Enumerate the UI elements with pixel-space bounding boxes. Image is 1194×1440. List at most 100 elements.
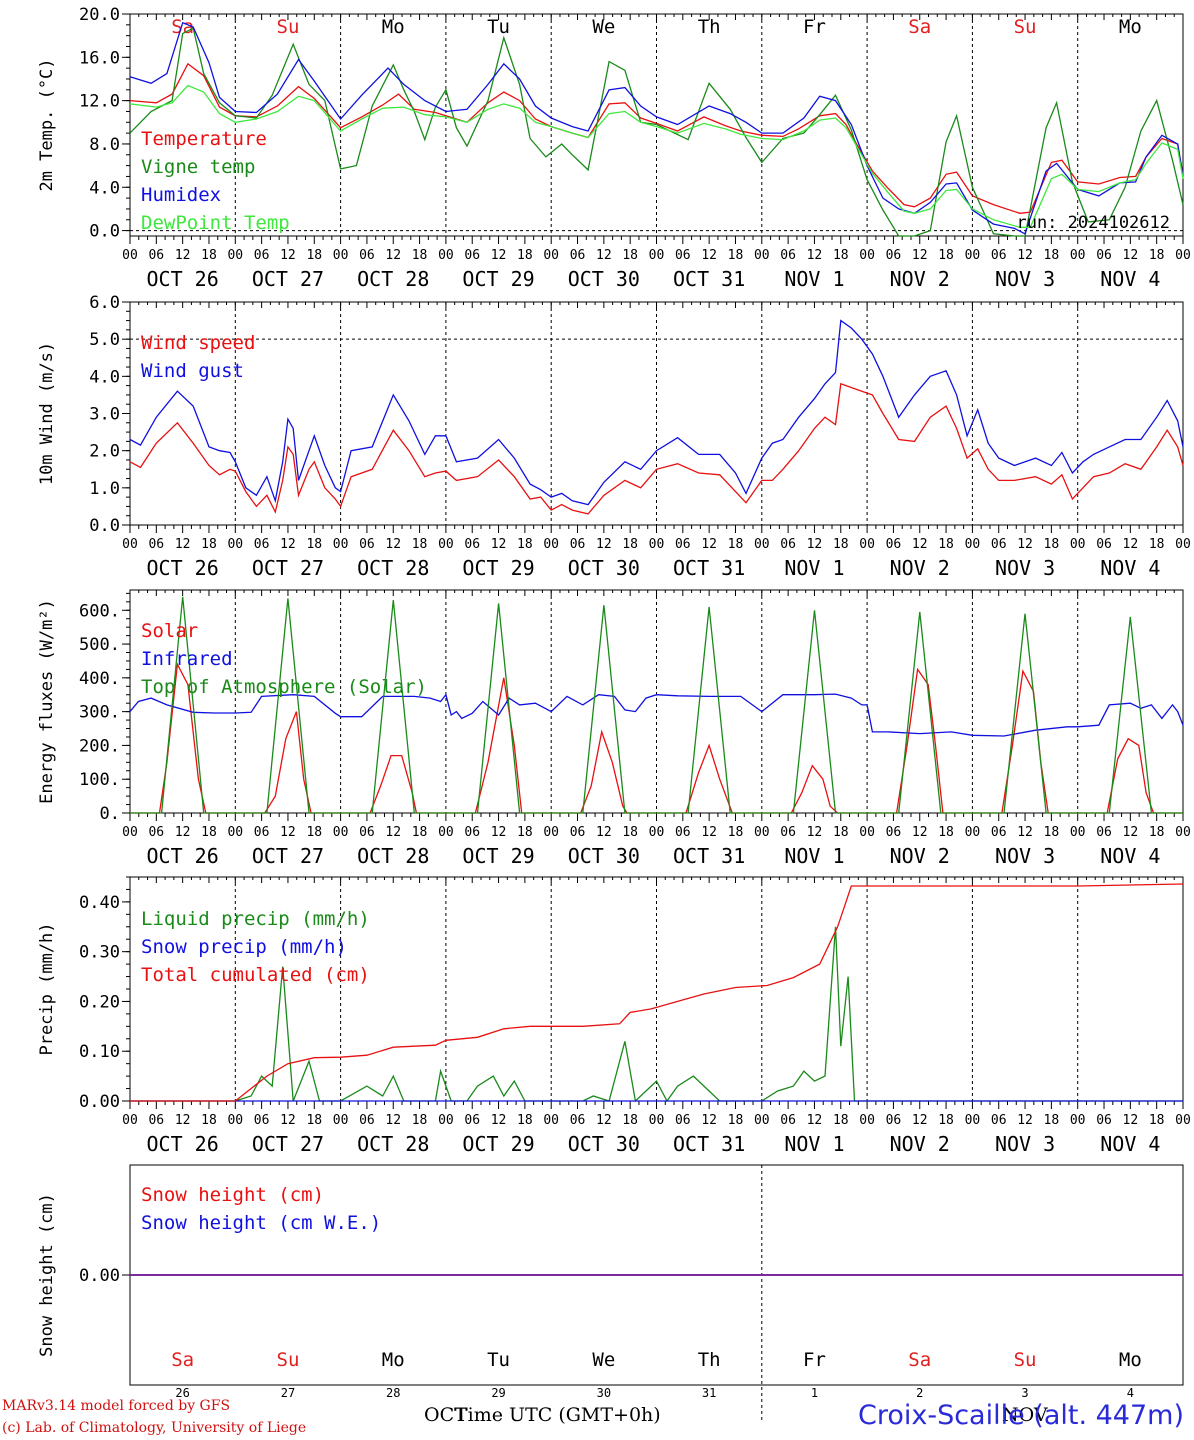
x-hour-label: 18 — [622, 248, 638, 263]
x-hour-label: 12 — [175, 825, 191, 840]
y-axis-label: Energy fluxes (W/m²) — [37, 599, 57, 804]
x-hour-label: 12 — [385, 825, 401, 840]
x-date-label: OCT 30 — [568, 844, 640, 868]
weekday-label: Mo — [1119, 1349, 1142, 1371]
legend-entry: Solar — [141, 620, 198, 642]
x-hour-label: 12 — [1017, 1113, 1033, 1128]
x-date-label: OCT 27 — [252, 267, 324, 291]
series-line-vigne-temp — [129, 27, 1184, 237]
series-line-total-cumulated-cm- — [130, 883, 1184, 1102]
day-number-label: 31 — [702, 1386, 716, 1400]
x-hour-label: 06 — [991, 537, 1007, 552]
x-hour-label: 06 — [464, 537, 480, 552]
x-hour-label: 00 — [438, 1113, 454, 1128]
legend-entry: Temperature — [141, 128, 267, 150]
x-date-label: OCT 27 — [252, 844, 324, 868]
x-date-label: OCT 30 — [568, 556, 640, 580]
y-tick-label: 8.0 — [89, 135, 120, 155]
x-hour-label: 12 — [175, 248, 191, 263]
x-hour-label: 00 — [122, 825, 138, 840]
x-hour-label: 00 — [333, 825, 349, 840]
x-hour-label: 12 — [1017, 248, 1033, 263]
x-hour-label: 06 — [675, 248, 691, 263]
weekday-label: Su — [277, 16, 300, 38]
x-date-label: NOV 2 — [890, 556, 950, 580]
x-hour-label: 00 — [333, 1113, 349, 1128]
y-tick-label: 400. — [79, 669, 120, 689]
x-hour-label: 12 — [1017, 537, 1033, 552]
x-hour-label: 12 — [701, 248, 717, 263]
weekday-label: Sa — [908, 16, 931, 38]
x-date-label: NOV 3 — [995, 267, 1055, 291]
x-hour-label: 06 — [254, 1113, 270, 1128]
x-hour-label: 00 — [1070, 537, 1086, 552]
x-hour-label: 18 — [306, 248, 322, 263]
y-tick-label: 0.00 — [79, 1266, 120, 1286]
x-hour-label: 18 — [728, 537, 744, 552]
x-hour-label: 18 — [833, 248, 849, 263]
x-hour-label: 18 — [306, 537, 322, 552]
x-hour-label: 06 — [359, 537, 375, 552]
x-hour-label: 00 — [227, 825, 243, 840]
y-axis-label: 2m Temp. (°C) — [37, 58, 57, 191]
x-hour-label: 06 — [1096, 1113, 1112, 1128]
x-date-label: OCT 31 — [673, 1132, 745, 1156]
x-hour-label: 00 — [754, 248, 770, 263]
x-hour-label: 00 — [1175, 248, 1191, 263]
x-hour-label: 18 — [201, 537, 217, 552]
x-hour-label: 12 — [175, 537, 191, 552]
x-hour-label: 00 — [1070, 825, 1086, 840]
x-hour-label: 12 — [1123, 825, 1139, 840]
y-tick-label: 0. — [100, 804, 120, 824]
x-hour-label: 00 — [859, 537, 875, 552]
x-hour-label: 18 — [1149, 1113, 1165, 1128]
y-tick-label: 500. — [79, 635, 120, 655]
weekday-label: Su — [277, 1349, 300, 1371]
x-hour-label: 12 — [491, 248, 507, 263]
x-hour-label: 06 — [570, 537, 586, 552]
y-axis-label: Precip (mm/h) — [37, 922, 57, 1055]
weekday-label: Sa — [908, 1349, 931, 1371]
x-hour-label: 12 — [280, 537, 296, 552]
x-hour-label: 06 — [780, 825, 796, 840]
series-line-dewpoint-temp — [129, 84, 1184, 228]
x-hour-label: 00 — [1175, 825, 1191, 840]
day-number-label: 28 — [386, 1386, 400, 1400]
x-hour-label: 18 — [201, 248, 217, 263]
weekday-label: Th — [698, 16, 721, 38]
x-hour-label: 18 — [622, 1113, 638, 1128]
x-date-label: NOV 4 — [1100, 844, 1160, 868]
series-line-humidex — [129, 21, 1184, 235]
x-hour-label: 00 — [965, 537, 981, 552]
weekday-label: Tu — [487, 16, 510, 38]
x-hour-label: 00 — [1175, 537, 1191, 552]
x-date-label: OCT 28 — [357, 1132, 429, 1156]
x-hour-label: 00 — [122, 248, 138, 263]
x-hour-label: 12 — [385, 537, 401, 552]
x-hour-label: 00 — [1070, 1113, 1086, 1128]
x-hour-label: 06 — [1096, 248, 1112, 263]
x-hour-label: 12 — [807, 1113, 823, 1128]
x-date-label: OCT 30 — [568, 1132, 640, 1156]
x-hour-label: 18 — [728, 1113, 744, 1128]
x-hour-label: 00 — [754, 825, 770, 840]
x-hour-label: 00 — [859, 1113, 875, 1128]
x-hour-label: 00 — [1175, 1113, 1191, 1128]
legend-entry: DewPoint Temp — [141, 212, 290, 234]
day-number-label: 30 — [597, 1386, 611, 1400]
x-hour-label: 18 — [517, 1113, 533, 1128]
y-tick-label: 300. — [79, 703, 120, 723]
x-hour-label: 00 — [965, 248, 981, 263]
x-date-label: OCT 26 — [147, 556, 219, 580]
x-hour-label: 12 — [491, 1113, 507, 1128]
x-date-label: NOV 4 — [1100, 1132, 1160, 1156]
x-hour-label: 06 — [148, 825, 164, 840]
y-tick-label: 20.0 — [79, 5, 120, 25]
y-tick-label: 16.0 — [79, 48, 120, 68]
x-hour-label: 06 — [464, 1113, 480, 1128]
weekday-label: Mo — [1119, 16, 1142, 38]
x-date-label: OCT 29 — [462, 267, 534, 291]
x-hour-label: 18 — [1044, 248, 1060, 263]
x-hour-label: 18 — [938, 1113, 954, 1128]
x-hour-label: 12 — [596, 248, 612, 263]
